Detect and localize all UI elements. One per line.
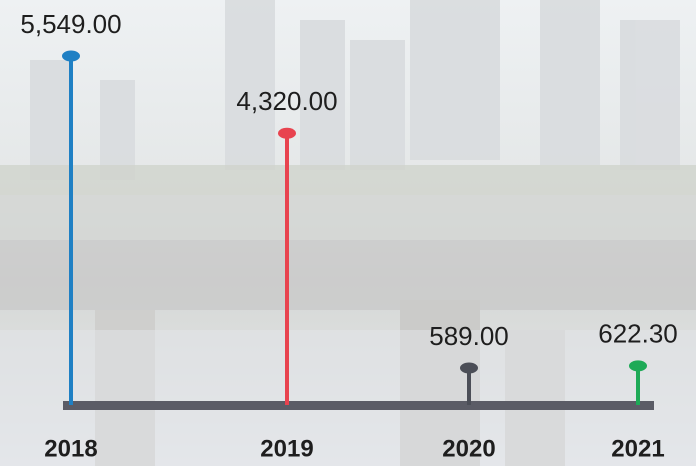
x-tick-label: 2020 <box>442 435 495 462</box>
value-label: 5,549.00 <box>20 9 121 39</box>
stem <box>636 366 640 405</box>
background-photo <box>0 0 696 466</box>
stem <box>467 368 471 405</box>
stem-dot <box>278 128 296 139</box>
stem-dot <box>629 360 647 371</box>
x-tick-label: 2021 <box>611 435 664 462</box>
stem <box>69 56 73 405</box>
stem <box>285 133 289 405</box>
x-tick-label: 2018 <box>44 435 97 462</box>
value-label: 4,320.00 <box>236 86 337 116</box>
chart: 5,549.00 2018 4,320.00 2019 589.00 2020 622.30… <box>0 0 696 466</box>
value-label: 589.00 <box>429 321 509 351</box>
stem-dot <box>62 51 80 62</box>
value-label: 622.30 <box>598 319 678 349</box>
stem-dot <box>460 362 478 373</box>
x-tick-label: 2019 <box>260 435 313 462</box>
baseline <box>63 401 654 410</box>
